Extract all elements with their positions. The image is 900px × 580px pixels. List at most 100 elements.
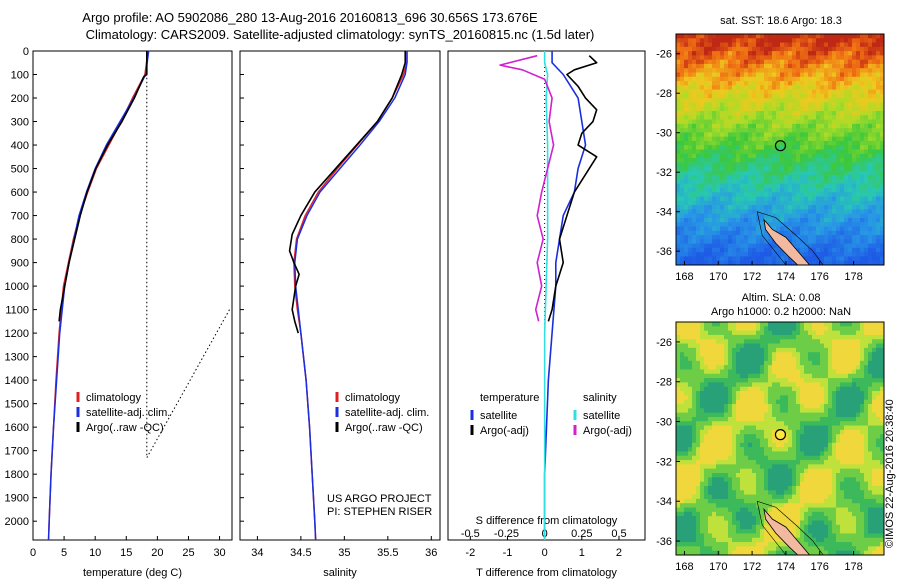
map-cell xyxy=(796,421,801,426)
map-cell xyxy=(760,429,765,435)
map-cell xyxy=(864,55,869,61)
map-cell xyxy=(768,111,773,116)
map-cell xyxy=(812,217,817,223)
map-cell xyxy=(696,140,701,146)
map-cell xyxy=(848,326,853,332)
map-cell xyxy=(728,447,733,452)
map-cell xyxy=(856,51,861,56)
map-cell xyxy=(712,200,717,206)
map-cell xyxy=(708,442,713,448)
map-cell xyxy=(824,395,829,401)
map-cell xyxy=(680,330,685,336)
map-cell xyxy=(696,421,701,426)
map-cell xyxy=(804,455,809,461)
map-cell xyxy=(792,473,797,478)
map-cell xyxy=(852,166,857,172)
map-cell xyxy=(808,89,813,95)
map-cell xyxy=(732,352,737,357)
map-cell xyxy=(760,170,765,176)
map-cell xyxy=(848,260,853,266)
map-cell xyxy=(852,72,857,78)
map-cell xyxy=(700,334,705,340)
map-cell xyxy=(740,102,745,108)
map-cell xyxy=(792,468,797,474)
map-cell xyxy=(876,468,881,474)
map-cell xyxy=(760,326,765,332)
map-cell xyxy=(848,369,853,375)
temperature-axis-label: temperature (deg C) xyxy=(83,567,182,579)
map-cell xyxy=(724,451,729,457)
map-cell xyxy=(756,51,761,56)
map-cell xyxy=(808,252,813,257)
map-cell xyxy=(880,76,885,82)
map-cell xyxy=(780,382,785,388)
map-cell xyxy=(852,239,857,245)
map-cell xyxy=(756,76,761,82)
map-cell xyxy=(752,395,757,401)
map-cell xyxy=(800,170,805,176)
map-cell xyxy=(816,192,821,197)
map-cell xyxy=(804,399,809,405)
map-cell xyxy=(676,438,681,444)
map-cell xyxy=(836,473,841,478)
map-cell xyxy=(800,188,805,193)
map-cell xyxy=(868,369,873,375)
map-cell xyxy=(692,403,697,409)
map-cell xyxy=(700,395,705,401)
map-cell xyxy=(720,51,725,56)
map-cell xyxy=(744,149,749,155)
map-cell xyxy=(716,369,721,375)
map-cell xyxy=(792,451,797,457)
map-cell xyxy=(736,170,741,176)
map-cell xyxy=(716,395,721,401)
map-cell xyxy=(784,464,789,470)
map-cell xyxy=(720,175,725,180)
map-cell xyxy=(768,322,773,327)
map-cell xyxy=(852,378,857,383)
map-cell xyxy=(724,123,729,129)
map-cell xyxy=(688,132,693,138)
map-cell xyxy=(732,360,737,366)
map-cell xyxy=(848,63,853,69)
map-cell xyxy=(876,183,881,189)
map-cell xyxy=(720,59,725,65)
map-cell xyxy=(748,166,753,172)
map-cell xyxy=(844,260,849,266)
map-cell xyxy=(684,438,689,444)
map-cell xyxy=(696,170,701,176)
map-cell xyxy=(848,352,853,357)
map-cell xyxy=(700,72,705,78)
map-cell xyxy=(780,153,785,159)
map-cell xyxy=(824,196,829,202)
map-cell xyxy=(772,481,777,487)
map-cell xyxy=(752,347,757,353)
map-cell xyxy=(788,339,793,344)
map-cell xyxy=(688,145,693,150)
map-cell xyxy=(880,412,885,418)
map-cell xyxy=(688,175,693,180)
legend-label: Argo(..raw -QC) xyxy=(86,422,164,434)
map-cell xyxy=(700,247,705,253)
map-cell xyxy=(684,378,689,383)
map-cell xyxy=(772,170,777,176)
map-cell xyxy=(780,81,785,86)
map-cell xyxy=(832,230,837,236)
map-cell xyxy=(860,378,865,383)
map-cell xyxy=(760,425,765,431)
map-cell xyxy=(752,412,757,418)
map-cell xyxy=(824,382,829,388)
map-cell xyxy=(724,442,729,448)
map-cell xyxy=(692,408,697,414)
map-cell xyxy=(736,51,741,56)
map-cell xyxy=(804,205,809,210)
map-cell xyxy=(872,217,877,223)
map-cell xyxy=(764,200,769,206)
map-cell xyxy=(676,473,681,478)
map-cell xyxy=(864,59,869,65)
map-cell xyxy=(780,188,785,193)
map-cell xyxy=(700,429,705,435)
map-cell xyxy=(740,226,745,232)
map-cell xyxy=(752,205,757,210)
map-cell xyxy=(708,243,713,249)
map-cell xyxy=(740,140,745,146)
